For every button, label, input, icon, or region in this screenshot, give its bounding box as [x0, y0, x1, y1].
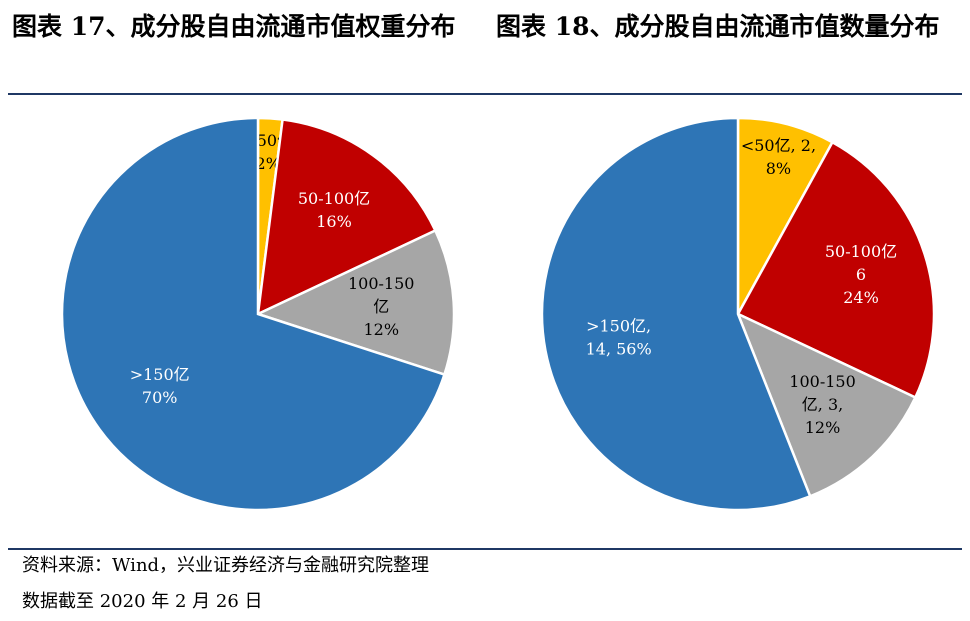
chart-title-left: 图表 17、成分股自由流通市值权重分布 — [12, 12, 456, 41]
pie-slice-50-100 — [736, 140, 936, 400]
pie-label-50-100: 50-100亿 6 24% — [825, 242, 897, 307]
footer-divider — [8, 548, 962, 550]
pie-slice-50-100 — [256, 118, 438, 317]
pie-label-lt50: <50亿, 2, 8% — [741, 136, 816, 178]
pie-label-gt150: >150亿, 14, 56% — [586, 316, 652, 358]
pie-label-gt150: >150亿 70% — [130, 365, 190, 407]
pie-slice-100-150 — [735, 311, 918, 498]
pie-slice-100-150 — [254, 228, 456, 377]
pie-slice-gt150 — [60, 116, 446, 512]
header-divider — [8, 93, 962, 95]
pie-slice-gt150 — [540, 116, 812, 512]
date-note: 数据截至 2020 年 2 月 26 日 — [22, 591, 263, 612]
pie-chart-count: <50亿, 2, 8% 50-100亿 6 24% 100-150 亿, 3, 12% >150… — [540, 116, 936, 512]
chart-title-right: 图表 18、成分股自由流通市值数量分布 — [496, 12, 940, 41]
pie-chart-weight: <50亿 2%50-100亿 16%100-150 亿 12%>150亿 70% — [60, 116, 456, 512]
pie-label-100-150: 100-150 亿, 3, 12% — [789, 372, 855, 437]
pie-slice-lt50 — [736, 116, 835, 315]
source-note: 资料来源：Wind，兴业证券经济与金融研究院整理 — [22, 555, 430, 576]
pie-label-100-150: 100-150 亿 12% — [348, 274, 414, 339]
pie-label-50-100: 50-100亿 16% — [298, 189, 370, 231]
